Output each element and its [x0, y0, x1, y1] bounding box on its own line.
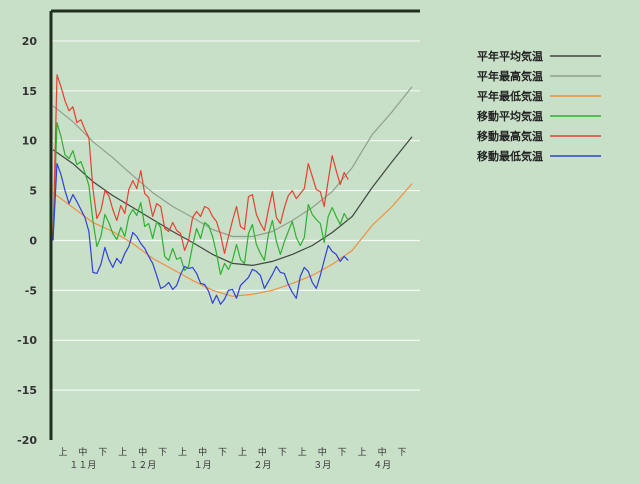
y-tick-label: -20	[17, 434, 37, 447]
y-tick-label: 0	[29, 234, 37, 247]
legend-label: 平年最低気温	[477, 89, 543, 103]
series-line	[52, 86, 413, 238]
series-line	[52, 163, 349, 305]
x-tick-label: 中	[318, 446, 327, 458]
x-tick-label: 下	[398, 448, 407, 458]
series-line	[52, 183, 413, 297]
x-tick-label: 中	[258, 446, 267, 458]
x-tick-label: 上	[298, 447, 307, 458]
y-tick-label: 20	[22, 35, 38, 48]
x-tick-label: 下	[338, 448, 347, 458]
legend-label: 平年最高気温	[477, 69, 543, 83]
month-label: ２月	[253, 460, 271, 471]
y-tick-label: -15	[17, 384, 37, 397]
month-label: ４月	[373, 460, 391, 471]
y-tick-label: 15	[22, 85, 37, 98]
y-tick-label: -10	[17, 334, 37, 347]
month-label: ３月	[313, 460, 331, 471]
x-tick-label: 上	[118, 447, 127, 458]
legend-label: 移動最高気温	[477, 129, 543, 143]
month-label: １２月	[129, 460, 156, 471]
x-tick-label: 中	[378, 446, 387, 458]
x-tick-label: 中	[138, 446, 147, 458]
x-tick-label: 中	[198, 446, 207, 458]
x-tick-label: 下	[218, 448, 227, 458]
y-tick-label: -5	[25, 284, 37, 297]
x-tick-label: 下	[278, 448, 287, 458]
series-line	[52, 74, 349, 254]
month-label: １月	[194, 460, 212, 471]
plot-area	[51, 11, 420, 440]
month-label: １１月	[69, 460, 96, 471]
x-tick-label: 中	[78, 446, 87, 458]
y-tick-label: 5	[29, 185, 37, 198]
x-tick-label: 上	[238, 447, 247, 458]
x-tick-label: 上	[358, 447, 367, 458]
y-tick-label: 10	[22, 135, 38, 148]
legend-label: 移動平均気温	[477, 109, 543, 123]
series-line	[52, 122, 349, 275]
legend-label: 移動最低気温	[477, 149, 543, 163]
series-line	[52, 136, 413, 266]
legend-label: 平年平均気温	[477, 49, 543, 63]
x-tick-label: 下	[158, 448, 167, 458]
x-tick-label: 上	[58, 447, 67, 458]
x-tick-label: 下	[98, 448, 107, 458]
x-tick-label: 上	[178, 447, 187, 458]
